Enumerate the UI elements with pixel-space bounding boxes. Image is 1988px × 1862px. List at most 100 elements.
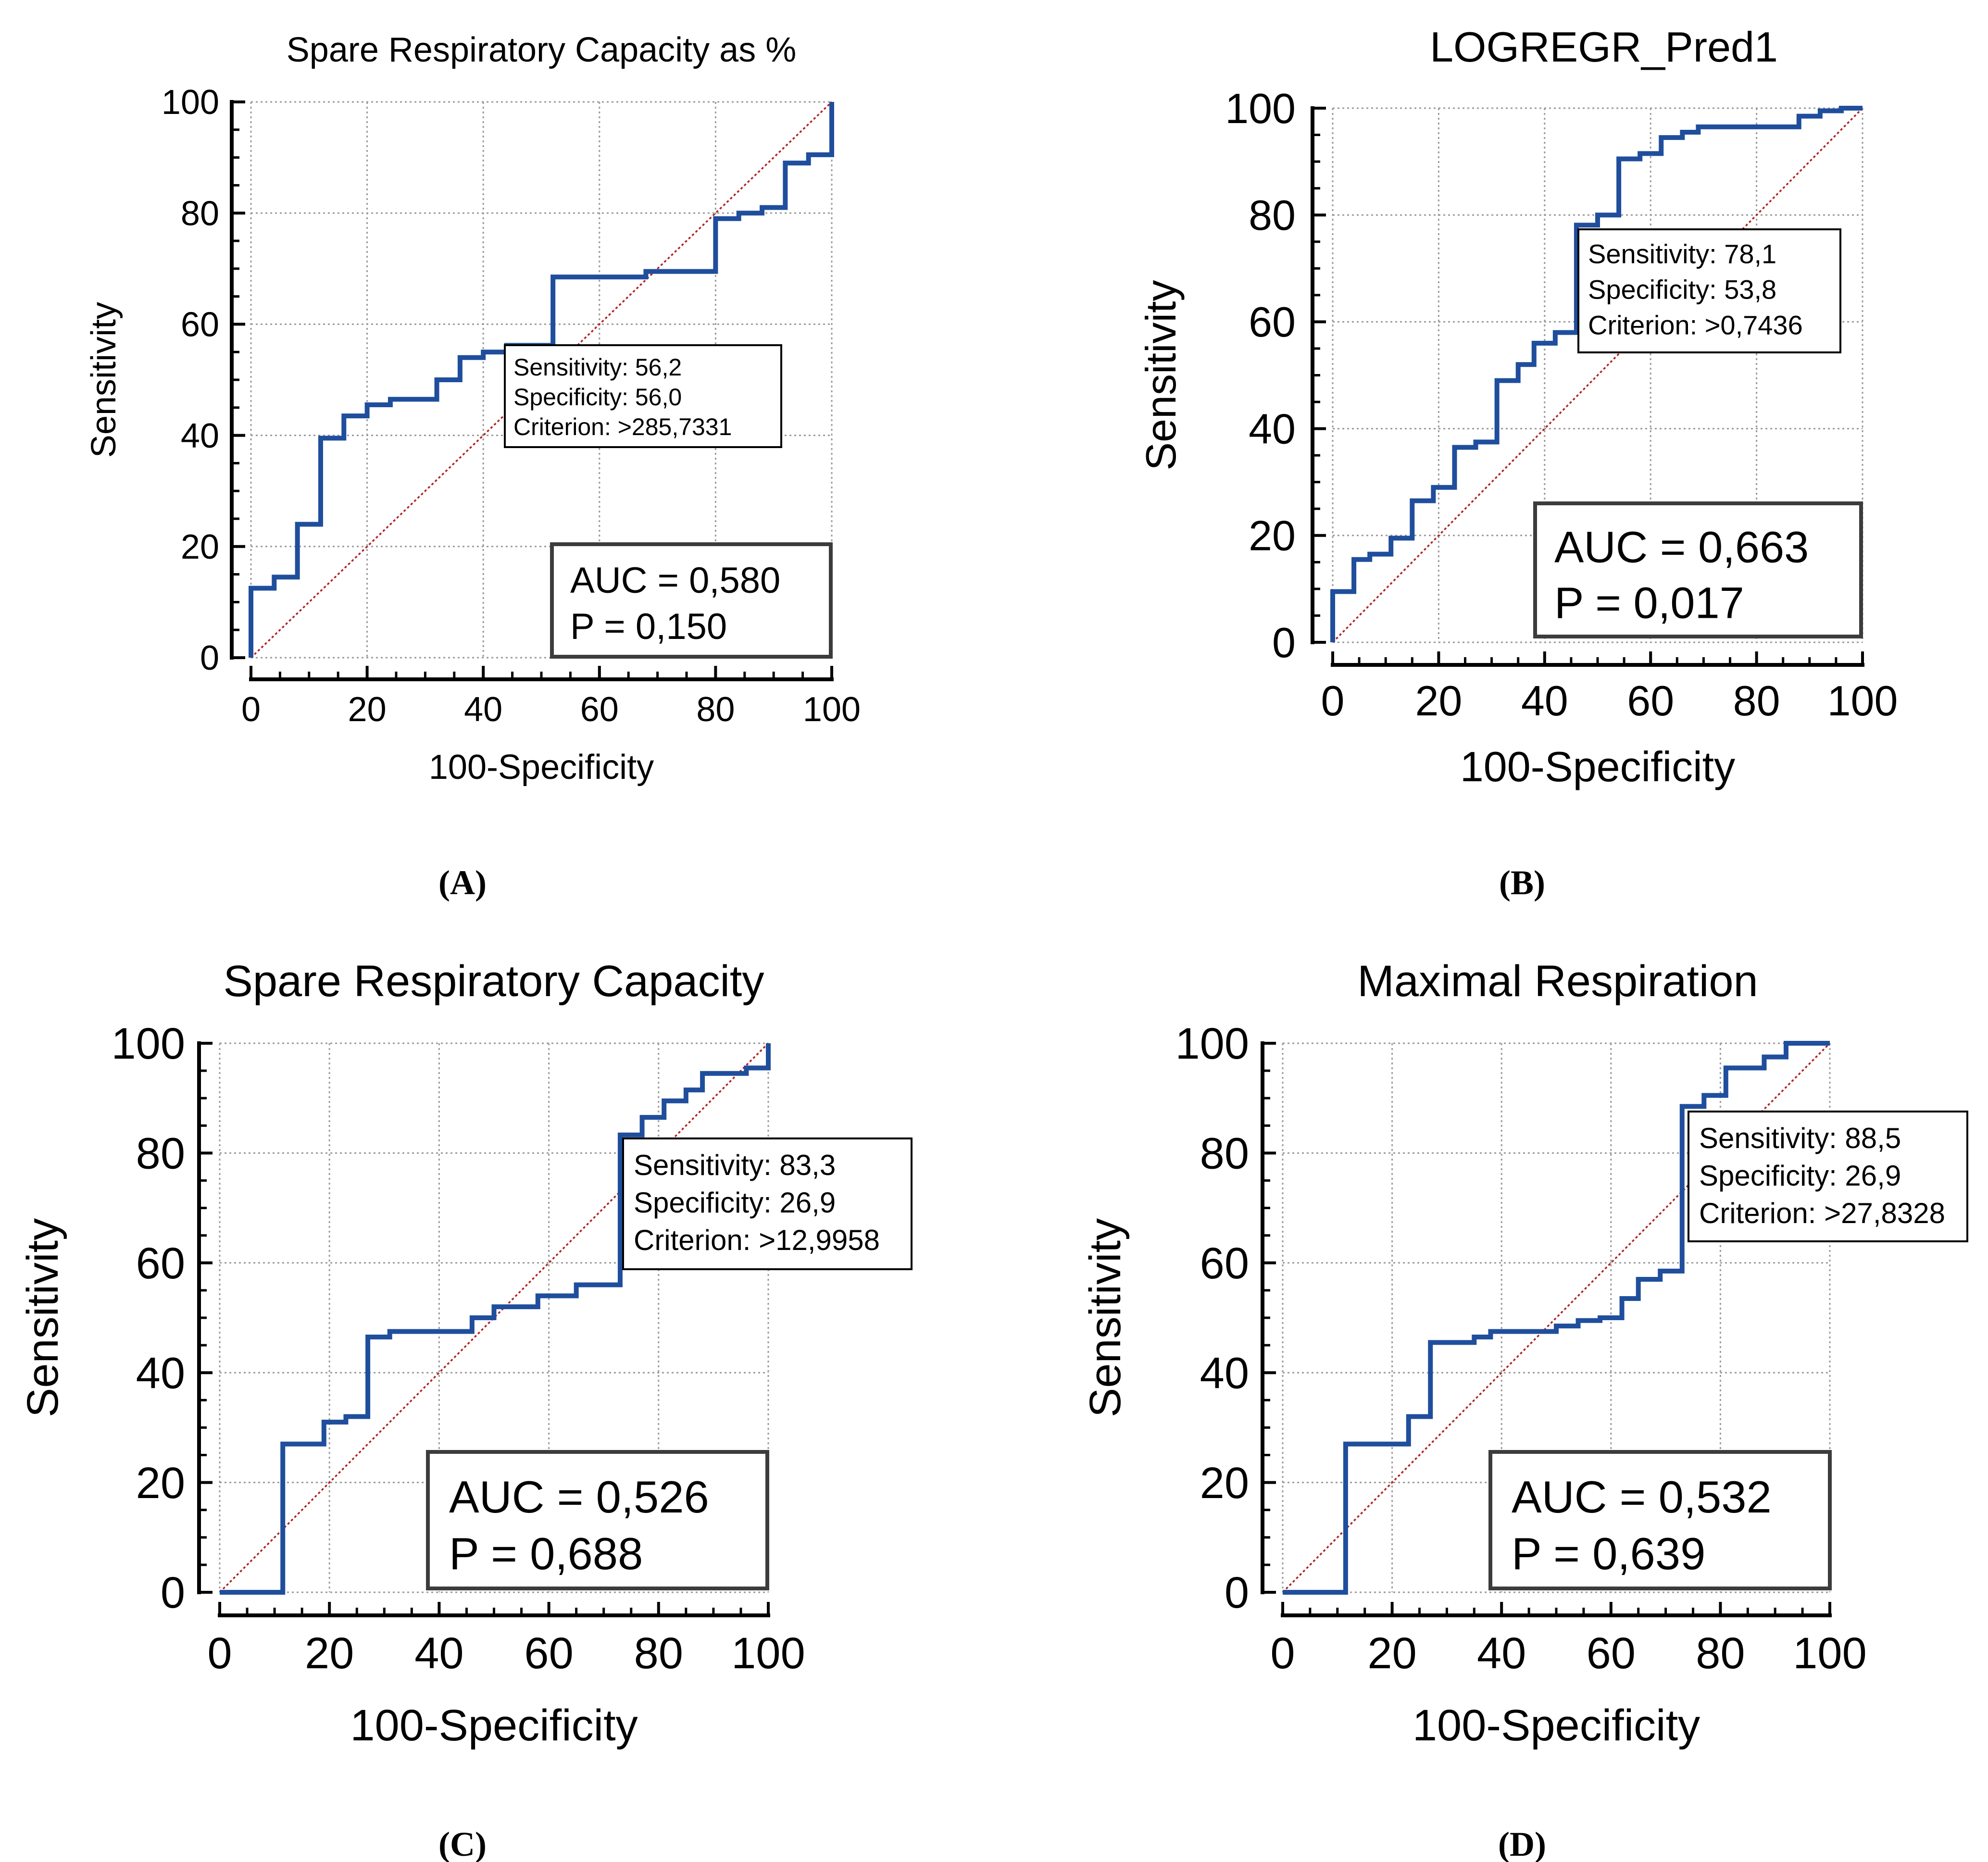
roc-panel-c: Spare Respiratory Capacity 00 20 20 40 40 60 60…: [18, 957, 913, 1862]
x-tick-label: 40: [464, 690, 502, 729]
y-tick-label: 40: [181, 417, 219, 455]
criterion-box-frame: [622, 1137, 913, 1270]
criterion-box-frame: [1688, 1111, 1968, 1242]
roc-panel-b: LOGREGR_Pred1 00 20 20 40 40 60 60 80 80 100 100 100…: [1137, 23, 1898, 902]
y-tick-label: 100: [162, 83, 219, 122]
x-axis-label: 100-Specificity: [350, 1701, 638, 1750]
x-tick-label: 20: [1415, 677, 1462, 725]
criterion-sensitivity-text: Sensitivity: 56,2: [513, 354, 682, 381]
auc-annotation: AUC = 0,532 P = 0,639: [1488, 1450, 1832, 1590]
x-tick-label: 100: [803, 690, 861, 729]
auc-annotation: AUC = 0,526 P = 0,688: [426, 1450, 769, 1590]
x-tick-label: 100: [1793, 1629, 1867, 1678]
y-tick-label: 40: [1249, 405, 1296, 452]
criterion-criterion-text: Criterion: >0,7436: [1588, 310, 1803, 340]
roc-panel-d: Maximal Respiration 00 20 20 40 40 60 60 80 80 100…: [1081, 957, 1968, 1862]
x-tick-label: 20: [305, 1629, 354, 1678]
panel-label: (D): [1498, 1825, 1546, 1862]
criterion-criterion-text: Criterion: >285,7331: [513, 413, 732, 440]
y-tick-label: 80: [1200, 1129, 1249, 1178]
x-axis-label: 100-Specificity: [1460, 743, 1735, 790]
y-tick-label: 20: [181, 528, 219, 566]
x-tick-label: 40: [1521, 677, 1568, 725]
x-tick-label: 100: [731, 1629, 805, 1678]
y-tick-label: 60: [136, 1239, 185, 1288]
chart-title: Spare Respiratory Capacity: [224, 957, 764, 1006]
x-tick-label: 80: [1696, 1629, 1745, 1678]
auc-value-text: AUC = 0,532: [1512, 1472, 1772, 1522]
criterion-annotation: Sensitivity: 88,5 Specificity: 26,9 Criter…: [1688, 1111, 1968, 1242]
y-tick-label: 100: [1175, 1019, 1250, 1068]
auc-value-text: AUC = 0,526: [449, 1472, 709, 1522]
y-tick-label: 40: [1200, 1349, 1249, 1398]
y-axis-label: Sensitivity: [18, 1218, 67, 1417]
y-tick-label: 0: [161, 1568, 185, 1617]
reference-diagonal-line: [250, 101, 833, 659]
chart-title: Maximal Respiration: [1357, 957, 1758, 1006]
auc-annotation: AUC = 0,663 P = 0,017: [1533, 501, 1863, 638]
roc-curve-line: [1283, 1041, 1830, 1595]
x-tick-label: 80: [696, 690, 735, 729]
roc-panel-a: Spare Respiratory Capacity as % 00 20 20 40 4…: [85, 31, 861, 902]
criterion-criterion-text: Criterion: >27,8328: [1699, 1197, 1945, 1229]
panel-label: (A): [438, 863, 487, 902]
x-tick-label: 100: [1827, 677, 1898, 725]
x-tick-label: 80: [634, 1629, 683, 1678]
p-value-text: P = 0,150: [570, 606, 727, 647]
x-tick-label: 80: [1733, 677, 1780, 725]
criterion-annotation: Sensitivity: 78,1 Specificity: 53,8 Criter…: [1577, 228, 1841, 353]
criterion-specificity-text: Specificity: 26,9: [634, 1187, 836, 1219]
y-tick-label: 40: [136, 1349, 185, 1398]
auc-box-frame: [1488, 1450, 1832, 1590]
p-value-text: P = 0,017: [1554, 579, 1744, 628]
y-axis-label: Sensitivity: [1137, 280, 1185, 470]
auc-box-frame: [1533, 501, 1863, 638]
roc-curve-line: [220, 1043, 771, 1595]
p-value-text: P = 0,639: [1512, 1528, 1705, 1579]
x-tick-label: 60: [1627, 677, 1674, 725]
x-tick-label: 0: [207, 1629, 232, 1678]
y-axis-label: Sensitivity: [1081, 1218, 1130, 1417]
y-tick-label: 0: [200, 639, 219, 677]
x-tick-label: 40: [414, 1629, 463, 1678]
x-tick-label: 0: [241, 690, 261, 729]
x-tick-label: 60: [524, 1629, 573, 1678]
criterion-box-frame: [1577, 228, 1841, 353]
x-tick-label: 20: [1367, 1629, 1416, 1678]
y-tick-label: 20: [1200, 1459, 1249, 1508]
x-axis-label: 100-Specificity: [429, 748, 654, 787]
x-tick-label: 60: [580, 690, 619, 729]
y-tick-label: 80: [136, 1129, 185, 1178]
reference-diagonal-line: [1332, 107, 1863, 643]
auc-value-text: AUC = 0,580: [570, 560, 780, 601]
y-tick-label: 0: [1272, 619, 1296, 666]
x-tick-label: 60: [1587, 1629, 1636, 1678]
criterion-box-frame: [504, 344, 782, 448]
criterion-specificity-text: Specificity: 56,0: [513, 384, 682, 411]
criterion-sensitivity-text: Sensitivity: 78,1: [1588, 238, 1776, 269]
y-tick-label: 100: [112, 1019, 186, 1068]
criterion-annotation: Sensitivity: 56,2 Specificity: 56,0Criter…: [504, 344, 782, 448]
y-tick-label: 60: [1249, 298, 1296, 346]
y-tick-label: 20: [1249, 512, 1296, 560]
panel-label: (B): [1499, 863, 1545, 902]
auc-box-frame: [550, 542, 833, 659]
y-axis-label: Sensitivity: [85, 302, 123, 458]
criterion-annotation: Sensitivity: 83,3 Specificity: 26,9 Criter…: [622, 1137, 913, 1270]
x-tick-label: 0: [1270, 1629, 1295, 1678]
roc-curve-line: [1330, 106, 1863, 642]
criterion-specificity-text: Specificity: 53,8: [1588, 274, 1776, 304]
p-value-text: P = 0,688: [449, 1528, 643, 1579]
y-tick-label: 0: [1225, 1568, 1249, 1617]
roc-curve-line: [249, 102, 834, 658]
criterion-sensitivity-text: Sensitivity: 88,5: [1699, 1122, 1901, 1154]
x-tick-label: 0: [1321, 677, 1345, 725]
auc-value-text: AUC = 0,663: [1554, 523, 1809, 572]
auc-annotation: AUC = 0,580 P = 0,150: [550, 542, 833, 659]
x-tick-label: 20: [348, 690, 387, 729]
chart-title: LOGREGR_Pred1: [1430, 23, 1778, 71]
criterion-sensitivity-text: Sensitivity: 83,3: [634, 1149, 836, 1181]
y-tick-label: 60: [181, 306, 219, 344]
x-tick-label: 40: [1477, 1629, 1526, 1678]
